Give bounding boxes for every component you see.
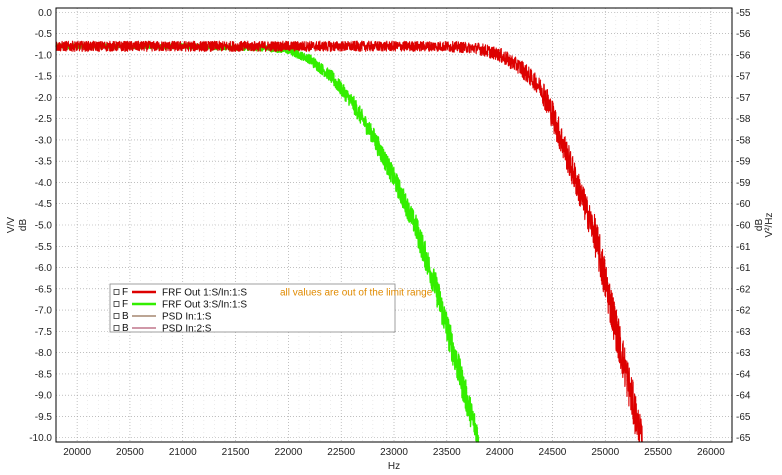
legend-prefix: B <box>122 311 129 322</box>
series-line-1 <box>55 40 643 443</box>
y-right-db-label: dB <box>754 219 765 232</box>
y-right-tick-label: -61 <box>736 263 751 274</box>
y-right-tick-label: -60 <box>736 221 751 232</box>
x-tick-label: 26000 <box>697 447 725 458</box>
y-right-tick-label: -58 <box>736 135 751 146</box>
plot-frame <box>55 7 733 443</box>
x-tick-label: 23500 <box>433 447 461 458</box>
x-ticks: 20000 20500 21000 21500 22000 22500 23000 23500… <box>63 447 725 458</box>
y-left-tick-label: -5.5 <box>35 242 53 253</box>
y-left-tick-label: -3.0 <box>35 135 53 146</box>
legend-series-name: PSD In:2:S <box>162 324 212 335</box>
y-right-tick-label: -62 <box>736 284 751 295</box>
x-tick-label: 21000 <box>169 447 197 458</box>
y-left-tick-label: -9.5 <box>35 412 53 423</box>
y-left-tick-label: -1.5 <box>35 72 53 83</box>
y-right-tick-label: -57 <box>736 72 751 83</box>
y-left-tick-label: -8.5 <box>35 369 53 380</box>
y-left-tick-label: -6.0 <box>35 263 53 274</box>
y-right-tick-label: -55 <box>736 8 751 19</box>
y-left-ticks: 0.0 -0.5 -1.0 -1.5 -2.0 -2.5 -3.0 -3.5 -4.0 -4.5 -… <box>29 8 52 444</box>
y-right-tick-label: -64 <box>736 391 751 402</box>
x-tick-label: 20000 <box>63 447 91 458</box>
y-left-tick-label: -2.0 <box>35 93 53 104</box>
y-right-tick-label: -56 <box>736 50 751 61</box>
x-axis-title: Hz <box>388 461 400 472</box>
y-left-db-label: dB <box>18 219 29 232</box>
y-left-tick-label: -4.0 <box>35 178 53 189</box>
y-right-tick-label: -61 <box>736 242 751 253</box>
x-tick-label: 25500 <box>644 447 672 458</box>
y-left-unit-label: V/V <box>6 217 17 233</box>
legend-series-name: FRF Out 1:S/In:1:S <box>162 288 247 299</box>
legend-prefix: F <box>122 299 128 310</box>
y-right-unit-label: V²/Hz <box>764 213 775 238</box>
legend-prefix: B <box>122 323 129 334</box>
y-right-tick-label: -63 <box>736 327 751 338</box>
x-tick-label: 22000 <box>274 447 302 458</box>
x-tick-label: 20500 <box>116 447 144 458</box>
legend-series-name: FRF Out 3:S/In:1:S <box>162 300 247 311</box>
legend: F FRF Out 1:S/In:1:S all values are out of… <box>109 283 433 335</box>
y-right-tick-label: -65 <box>736 433 751 444</box>
y-right-tick-label: -58 <box>736 114 751 125</box>
x-tick-label: 23000 <box>380 447 408 458</box>
y-right-ticks: -55 -56 -56 -57 -57 -58 -58 -59 -59 -60 -60 -61 -61 -… <box>736 8 751 444</box>
x-tick-label: 24500 <box>539 447 567 458</box>
grid <box>56 8 732 442</box>
x-tick-label: 25000 <box>591 447 619 458</box>
legend-checkbox[interactable] <box>113 301 120 307</box>
y-right-tick-label: -62 <box>736 306 751 317</box>
y-left-tick-label: -10.0 <box>29 433 52 444</box>
y-right-tick-label: -57 <box>736 93 751 104</box>
y-right-tick-label: -56 <box>736 29 751 40</box>
y-left-tick-label: -5.0 <box>35 221 53 232</box>
y-left-tick-label: -6.5 <box>35 284 53 295</box>
legend-checkbox[interactable] <box>113 325 120 331</box>
y-right-tick-label: -65 <box>736 412 751 423</box>
legend-prefix: F <box>122 287 128 298</box>
y-left-tick-label: -9.0 <box>35 391 53 402</box>
y-right-tick-label: -59 <box>736 157 751 168</box>
legend-box <box>109 283 396 333</box>
legend-checkbox[interactable] <box>113 313 120 319</box>
y-left-tick-label: -7.5 <box>35 327 53 338</box>
legend-checkbox[interactable] <box>113 289 120 295</box>
y-right-tick-label: -60 <box>736 199 751 210</box>
y-left-tick-label: -8.0 <box>35 348 53 359</box>
y-right-tick-label: -63 <box>736 348 751 359</box>
y-left-tick-label: -0.5 <box>35 29 53 40</box>
series-layer <box>55 40 643 443</box>
y-left-tick-label: -2.5 <box>35 114 53 125</box>
x-tick-label: 21500 <box>222 447 250 458</box>
y-left-tick-label: -7.0 <box>35 306 53 317</box>
y-right-tick-label: -64 <box>736 369 751 380</box>
y-left-tick-label: -4.5 <box>35 199 53 210</box>
y-left-tick-label: -3.5 <box>35 157 53 168</box>
y-left-tick-label: 0.0 <box>38 8 52 19</box>
legend-series-note: all values are out of the limit range <box>280 288 433 299</box>
x-tick-label: 24000 <box>486 447 514 458</box>
x-tick-label: 22500 <box>327 447 355 458</box>
legend-series-name: PSD In:1:S <box>162 312 212 323</box>
y-left-tick-label: -1.0 <box>35 50 53 61</box>
y-right-tick-label: -59 <box>736 178 751 189</box>
